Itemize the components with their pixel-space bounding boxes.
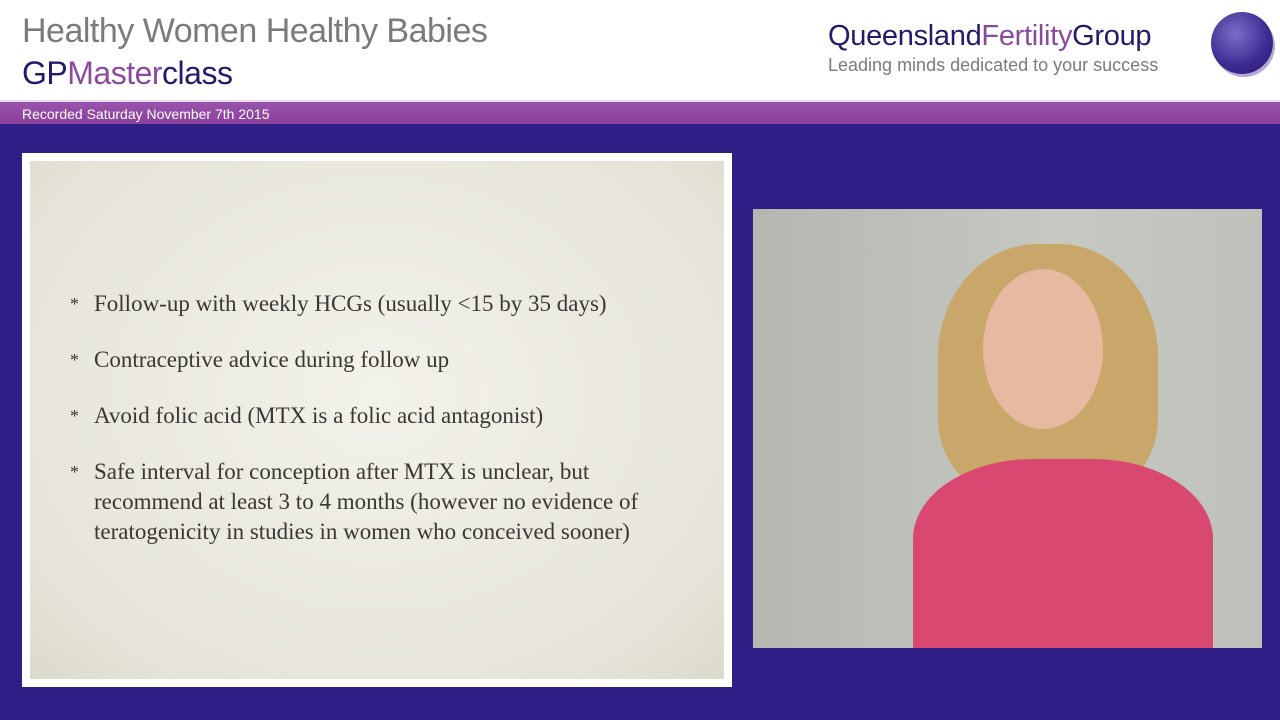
bullet-icon: * <box>70 294 79 314</box>
event-title: Healthy Women Healthy Babies <box>22 12 488 50</box>
speaker-face <box>983 269 1103 429</box>
recorded-banner: Recorded Saturday November 7th 2015 <box>0 100 1280 124</box>
subtitle-master: Master <box>67 55 163 91</box>
subtitle-gp: GP <box>22 55 68 91</box>
brand-group: Group <box>1072 20 1152 52</box>
bullet-icon: * <box>70 406 79 426</box>
bullet-icon: * <box>70 350 79 370</box>
bullet-icon: * <box>70 462 79 482</box>
brand-tagline: Leading minds dedicated to your success <box>828 55 1159 75</box>
slide-content: * Follow-up with weekly HCGs (usually <15… <box>30 161 724 679</box>
brand-fertility: Fertility <box>981 20 1073 52</box>
bullet-text: Safe interval for conception after MTX i… <box>94 459 639 544</box>
bullet-item: * Safe interval for conception after MTX … <box>70 457 694 547</box>
event-subtitle: GPMasterclass <box>22 55 233 92</box>
speaker-video <box>753 209 1262 648</box>
bullet-item: * Contraceptive advice during follow up <box>70 345 694 375</box>
brand-queensland: Queensland <box>828 20 982 52</box>
presentation-slide: * Follow-up with weekly HCGs (usually <15… <box>22 153 732 687</box>
bullet-item: * Follow-up with weekly HCGs (usually <15… <box>70 289 694 319</box>
brand-orb-logo-icon <box>1211 12 1273 74</box>
recorded-date: Recorded Saturday November 7th 2015 <box>22 106 270 122</box>
header: Healthy Women Healthy Babies GPMastercla… <box>0 0 1280 100</box>
speaker-body <box>913 459 1213 648</box>
bullet-text: Contraceptive advice during follow up <box>94 347 450 372</box>
brand-logo-text: QueenslandFertilityGroup <box>828 20 1152 53</box>
bullet-text: Avoid folic acid (MTX is a folic acid an… <box>94 403 544 428</box>
bullet-text: Follow-up with weekly HCGs (usually <15 … <box>94 291 607 316</box>
subtitle-class: class <box>162 55 233 91</box>
bullet-item: * Avoid folic acid (MTX is a folic acid a… <box>70 401 694 431</box>
